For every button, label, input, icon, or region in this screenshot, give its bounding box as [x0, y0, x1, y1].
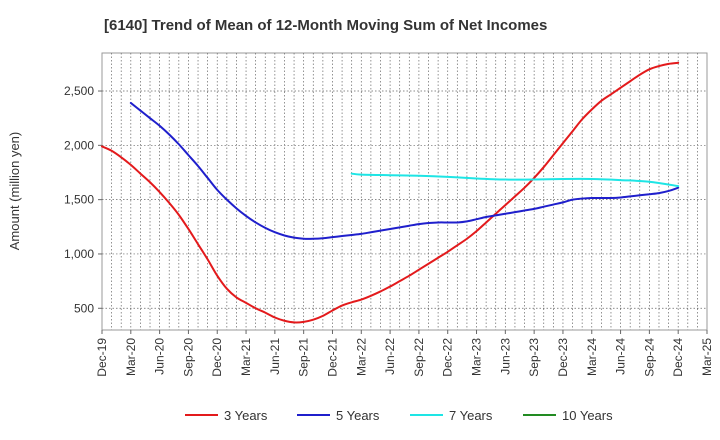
grid: [102, 53, 707, 330]
y-axis-ticks: 500 1,000 1,500 2,000 2,500: [64, 84, 102, 315]
x-tick-label: Mar-22: [354, 338, 368, 376]
x-tick-label: Sep-22: [412, 338, 426, 377]
x-tick-label: Mar-21: [239, 338, 253, 376]
x-tick-label: Sep-23: [527, 338, 541, 377]
x-tick-label: Dec-21: [325, 338, 339, 377]
y-tick-label: 1,000: [64, 247, 94, 261]
legend-label: 7 Years: [449, 408, 493, 423]
x-tick-label: Jun-21: [268, 338, 282, 375]
plot-area: [101, 52, 708, 331]
x-tick-label: Jun-20: [153, 338, 167, 375]
legend: 3 Years 5 Years 7 Years 10 Years: [185, 408, 613, 423]
x-tick-label: Jun-24: [614, 338, 628, 375]
x-tick-label: Mar-24: [585, 338, 599, 376]
y-tick-label: 2,500: [64, 84, 94, 98]
x-tick-label: Dec-22: [441, 338, 455, 377]
x-tick-label: Sep-20: [181, 338, 195, 377]
x-tick-label: Mar-25: [700, 338, 714, 376]
chart-title: [6140] Trend of Mean of 12-Month Moving …: [104, 17, 547, 34]
x-tick-label: Jun-22: [383, 338, 397, 375]
y-tick-label: 1,500: [64, 193, 94, 207]
x-tick-label: Dec-23: [556, 338, 570, 377]
series-lines: [101, 61, 680, 324]
x-tick-label: Dec-20: [210, 338, 224, 377]
y-axis-label: Amount (million yen): [7, 132, 22, 251]
x-tick-label: Dec-19: [95, 338, 109, 377]
x-tick-label: Jun-23: [498, 338, 512, 375]
y-tick-label: 2,000: [64, 138, 94, 152]
legend-label: 3 Years: [224, 408, 268, 423]
series-line-7-years: [350, 172, 680, 188]
x-tick-label: Dec-24: [671, 338, 685, 377]
series-line-5-years: [129, 101, 680, 240]
x-tick-label: Mar-20: [124, 338, 138, 376]
x-tick-label: Sep-24: [642, 338, 656, 377]
legend-label: 10 Years: [562, 408, 613, 423]
x-tick-label: Mar-23: [470, 338, 484, 376]
x-axis-ticks: Dec-19 Mar-20 Jun-20 Sep-20 Dec-20 Mar-21 Jun-…: [95, 330, 714, 377]
series-line-3-years: [101, 61, 680, 324]
y-tick-label: 500: [74, 301, 94, 315]
legend-label: 5 Years: [336, 408, 380, 423]
x-tick-label: Sep-21: [297, 338, 311, 377]
